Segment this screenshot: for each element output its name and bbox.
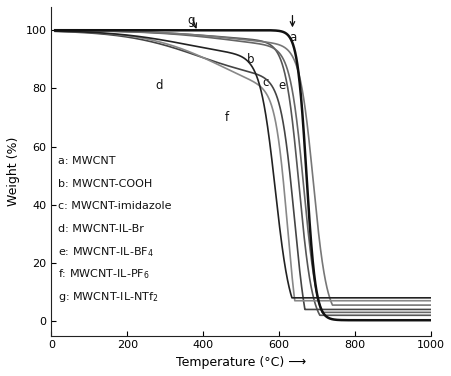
Text: e: MWCNT-IL-BF$_4$: e: MWCNT-IL-BF$_4$ [58,245,154,259]
Text: f: MWCNT-IL-PF$_6$: f: MWCNT-IL-PF$_6$ [58,268,150,282]
Text: b: b [246,53,254,66]
Text: a: MWCNT: a: MWCNT [58,156,115,166]
Text: c: MWCNT-imidazole: c: MWCNT-imidazole [58,202,171,211]
Y-axis label: Weight (%): Weight (%) [7,136,20,206]
Text: d: d [156,79,163,92]
Text: e: e [278,79,285,92]
Text: d: MWCNT-IL-Br: d: MWCNT-IL-Br [58,224,144,234]
Text: b: MWCNT-COOH: b: MWCNT-COOH [58,179,152,189]
Text: g: MWCNT-IL-NTf$_2$: g: MWCNT-IL-NTf$_2$ [58,290,158,304]
Text: a: a [288,31,295,44]
Text: g: g [187,14,194,27]
Text: c: c [262,76,268,89]
X-axis label: Temperature (°C) ⟶: Temperature (°C) ⟶ [176,356,306,369]
Text: f: f [224,111,228,124]
